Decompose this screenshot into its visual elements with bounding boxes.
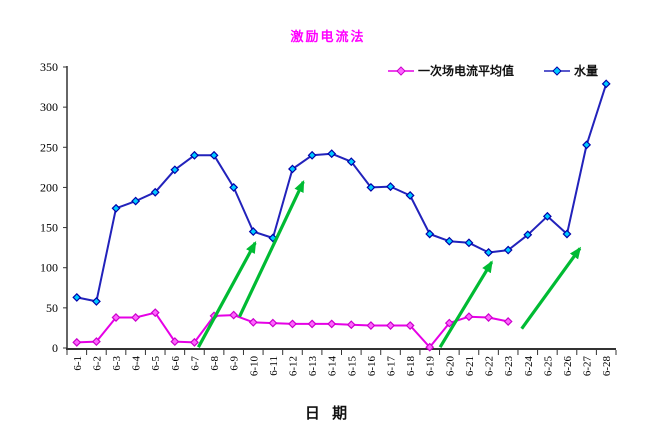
svg-text:6-12: 6-12 [287,356,299,376]
svg-text:150: 150 [40,221,58,235]
svg-text:6-3: 6-3 [111,356,123,371]
legend-marker-icon [388,65,414,76]
svg-text:6-16: 6-16 [366,356,378,377]
series-markers-0 [72,308,513,352]
svg-text:6-8: 6-8 [209,356,221,371]
legend-label: 水量 [574,64,599,78]
svg-text:6-9: 6-9 [229,356,241,371]
svg-text:6-26: 6-26 [562,356,574,377]
x-axis [66,348,617,355]
y-tick-labels: 0 50 100 150 200 250 300 350 [40,60,58,355]
svg-text:350: 350 [40,60,58,74]
chart-title: 激励电流法 [290,29,366,44]
svg-text:6-19: 6-19 [425,356,437,377]
svg-text:6-14: 6-14 [327,356,339,377]
svg-text:6-2: 6-2 [91,356,103,371]
svg-text:6-25: 6-25 [542,356,554,377]
legend-item-0: 一次场电流平均值 [388,62,514,79]
series-line-1 [76,83,608,303]
svg-text:6-24: 6-24 [523,356,535,377]
svg-text:6-13: 6-13 [307,356,319,377]
legend-label: 一次场电流平均值 [418,64,515,78]
svg-text:6-17: 6-17 [386,356,398,377]
svg-text:6-27: 6-27 [582,356,594,377]
svg-text:6-6: 6-6 [170,356,182,371]
svg-text:6-23: 6-23 [503,356,515,377]
svg-text:0: 0 [52,341,58,355]
y-axis [63,66,68,349]
svg-text:6-22: 6-22 [484,356,496,376]
svg-text:50: 50 [46,301,58,315]
trend-arrows [196,179,582,349]
svg-text:200: 200 [40,180,58,194]
svg-text:6-21: 6-21 [464,356,476,376]
x-tick-labels: 6-1 6-2 6-3 6-4 6-5 6-6 6-7 6-8 6-9 6-10 6-11 6-12 6… [72,356,613,377]
svg-text:100: 100 [40,261,58,275]
svg-text:300: 300 [40,100,58,114]
svg-text:6-5: 6-5 [150,356,162,371]
legend-marker-icon [544,65,571,76]
svg-text:250: 250 [40,140,58,154]
svg-text:6-18: 6-18 [405,356,417,377]
svg-text:6-28: 6-28 [601,356,613,377]
series-markers-1 [72,79,611,306]
svg-text:6-11: 6-11 [268,356,280,376]
svg-text:6-20: 6-20 [444,356,456,377]
svg-text:6-4: 6-4 [131,356,143,371]
svg-text:6-15: 6-15 [346,356,358,377]
legend-item-1: 水量 [544,62,598,79]
svg-text:6-1: 6-1 [72,356,84,371]
x-axis-title: 日 期 [304,405,352,422]
svg-text:6-7: 6-7 [189,356,201,371]
svg-text:6-10: 6-10 [248,356,260,377]
legend: 一次场电流平均值 水量 [388,62,598,79]
